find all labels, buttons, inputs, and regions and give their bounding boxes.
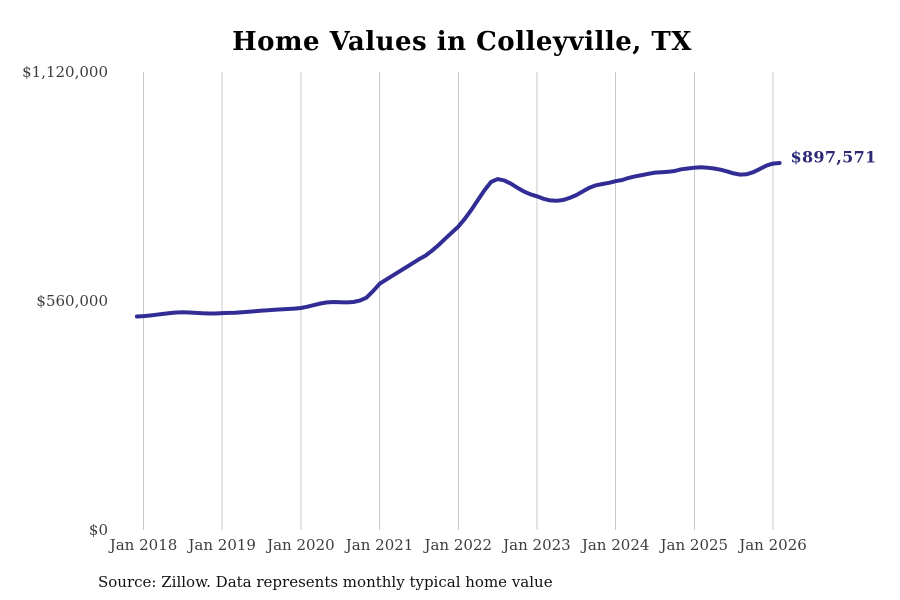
y-tick-label: $1,120,000 — [22, 63, 108, 81]
source-note: Source: Zillow. Data represents monthly … — [98, 573, 553, 591]
home-value-line — [134, 161, 782, 319]
chart-title: Home Values in Colleyville, TX — [232, 27, 692, 57]
x-tick-label: Jan 2020 — [267, 536, 335, 554]
gridlines — [143, 72, 774, 530]
x-tick-label: Jan 2022 — [424, 536, 493, 554]
x-tick-label: Jan 2023 — [503, 536, 571, 554]
x-tick-label: Jan 2026 — [739, 536, 807, 554]
x-tick-label: Jan 2024 — [581, 536, 650, 554]
x-tick-label: Jan 2019 — [188, 536, 256, 554]
y-tick-label: $560,000 — [36, 292, 108, 310]
x-tick-label: Jan 2021 — [345, 536, 414, 554]
x-tick-label: Jan 2025 — [660, 536, 729, 554]
latest-value-label: $897,571 — [790, 147, 877, 167]
y-tick-label: $0 — [88, 521, 108, 539]
x-tick-label: Jan 2018 — [109, 536, 178, 554]
